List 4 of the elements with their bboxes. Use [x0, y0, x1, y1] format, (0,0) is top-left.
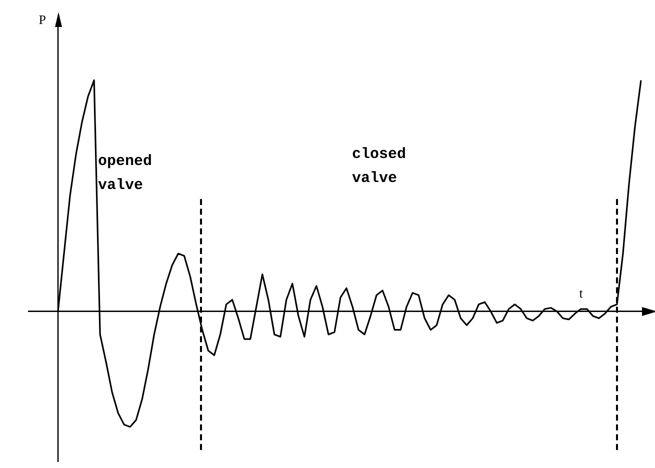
x-axis-title: t [579, 285, 584, 300]
annotation: closed valve [352, 146, 406, 187]
annotation: opened valve [98, 153, 152, 194]
y-axis-title: P [38, 12, 46, 27]
